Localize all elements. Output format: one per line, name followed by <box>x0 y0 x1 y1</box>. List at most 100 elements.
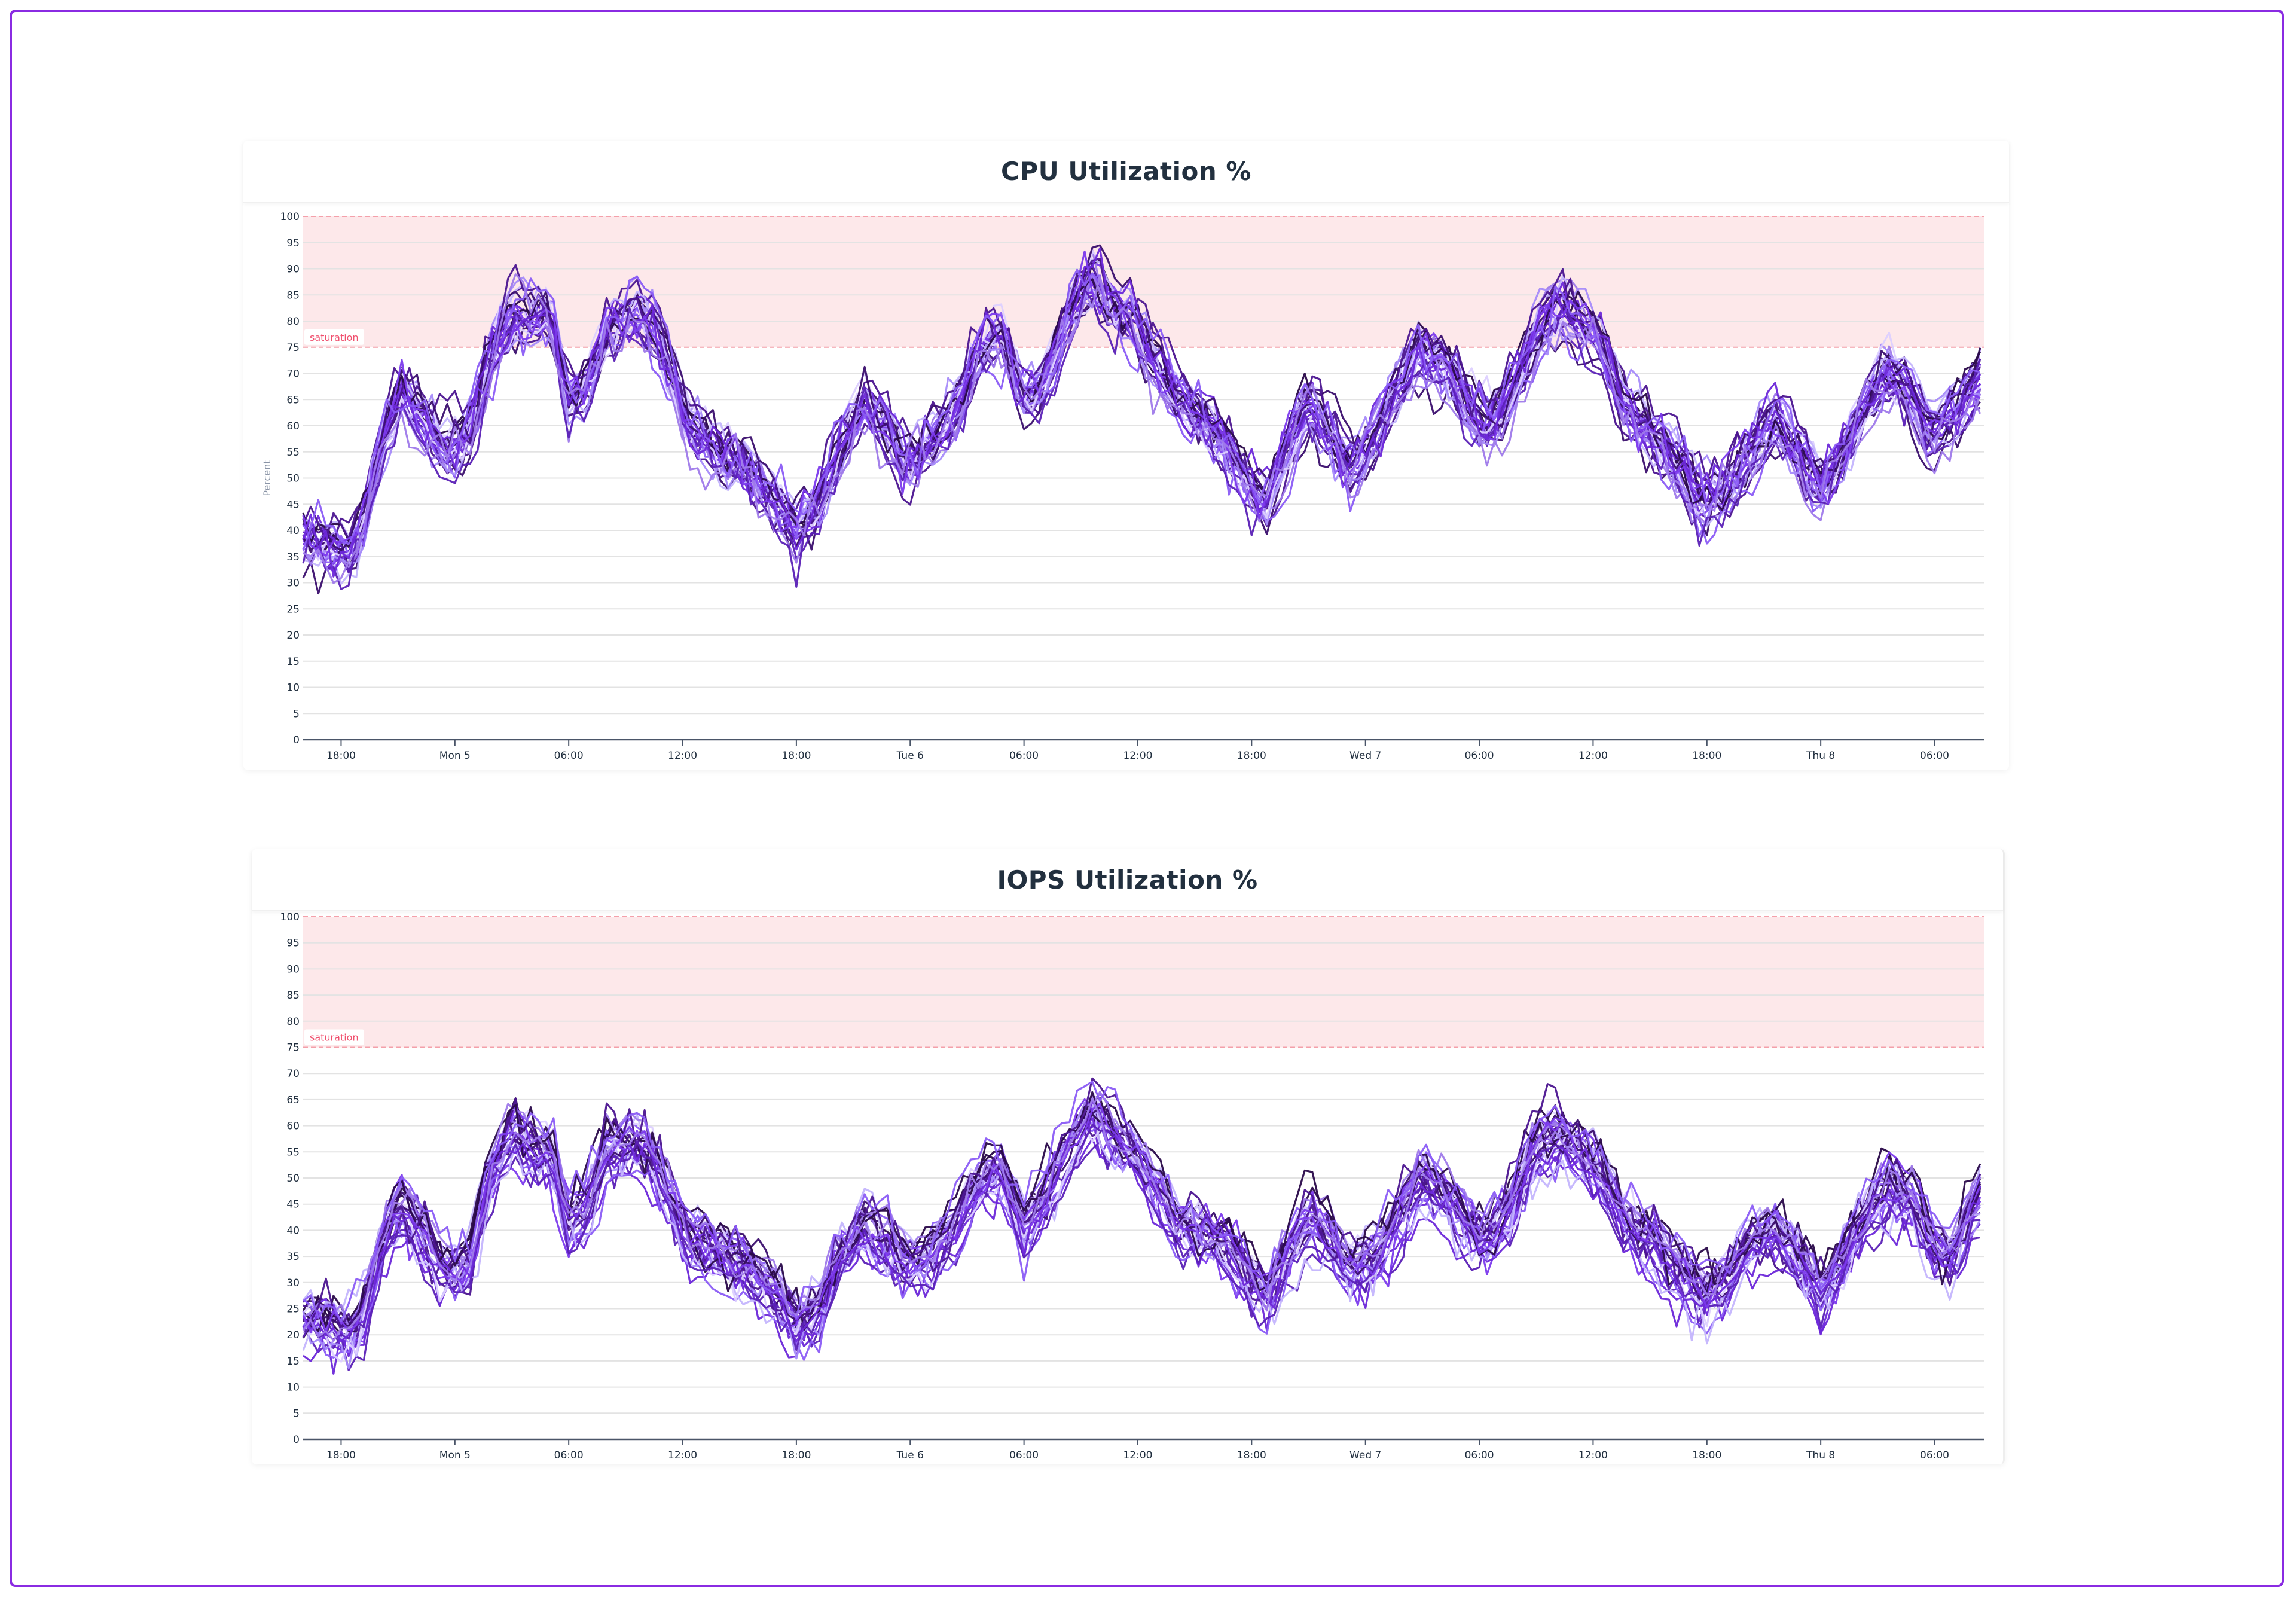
cpu-chart-title: CPU Utilization % <box>1001 156 1251 186</box>
iops-chart-title: IOPS Utilization % <box>997 865 1258 895</box>
page-frame <box>10 10 2284 1587</box>
y-tick-label: 20 <box>286 1329 300 1341</box>
y-tick-label: 25 <box>286 603 300 615</box>
y-tick-label: 80 <box>286 1016 300 1028</box>
y-tick-label: 60 <box>286 1121 300 1133</box>
series-line <box>303 1113 1981 1363</box>
x-tick-label: 12:00 <box>1123 750 1152 762</box>
series-line <box>302 1103 1981 1333</box>
x-tick-label: Wed 7 <box>1349 1450 1381 1461</box>
saturation-label-box <box>304 1029 364 1045</box>
series-line <box>302 1098 1981 1342</box>
y-tick-label: 10 <box>286 682 300 694</box>
series-line <box>302 292 1981 565</box>
series-line <box>302 289 1981 590</box>
x-tick-label: 18:00 <box>1692 750 1721 762</box>
x-tick-label: 06:00 <box>554 1450 584 1461</box>
series-lines <box>302 244 1981 595</box>
y-tick-label: 0 <box>293 734 300 746</box>
y-tick-label: 70 <box>286 368 300 380</box>
y-tick-label: 55 <box>286 1146 300 1158</box>
y-tick-label: 95 <box>286 938 300 950</box>
saturation-label: saturation <box>310 1032 359 1043</box>
series-lines <box>302 1077 1981 1375</box>
y-tick-label: 5 <box>293 1408 300 1420</box>
series-line <box>302 244 1981 551</box>
iops-chart-header: IOPS Utilization % <box>252 849 2003 911</box>
saturation-label-box <box>304 329 364 345</box>
y-tick-label: 60 <box>286 420 300 432</box>
x-tick-label: Tue 6 <box>896 750 924 762</box>
y-tick-label: 90 <box>286 264 300 276</box>
y-tick-label: 35 <box>286 551 300 563</box>
y-tick-label: 65 <box>286 394 300 406</box>
y-tick-label: 95 <box>286 237 300 249</box>
series-line <box>302 290 1981 561</box>
series-line <box>302 1129 1981 1351</box>
series-line <box>302 268 1981 551</box>
x-tick-label: Wed 7 <box>1349 750 1381 762</box>
x-tick-label: 12:00 <box>1578 1450 1608 1461</box>
y-tick-label: 40 <box>286 1225 300 1237</box>
x-tick-label: 18:00 <box>781 1450 811 1461</box>
x-tick-label: 18:00 <box>326 1450 356 1461</box>
x-tick-label: 18:00 <box>1237 1450 1266 1461</box>
y-tick-label: 75 <box>286 342 300 354</box>
y-tick-label: 45 <box>286 1199 300 1211</box>
x-tick-label: 06:00 <box>1009 1450 1039 1461</box>
y-tick-label: 30 <box>286 1277 300 1289</box>
y-tick-label: 85 <box>286 990 300 1002</box>
x-tick-label: 12:00 <box>668 750 697 762</box>
y-tick-label: 45 <box>286 499 300 511</box>
y-tick-label: 90 <box>286 963 300 975</box>
x-tick-label: 18:00 <box>781 750 811 762</box>
y-tick-label: 85 <box>286 289 300 301</box>
y-tick-label: 100 <box>280 211 300 223</box>
series-line <box>302 1100 1981 1343</box>
y-tick-label: 40 <box>286 525 300 537</box>
y-tick-label: 50 <box>286 473 300 485</box>
series-line <box>303 273 1981 584</box>
x-tick-label: 18:00 <box>1237 750 1266 762</box>
iops-utilization-chart: 0 5 10 15 20 25 30 35 40 45 50 55 60 65 70 75 80 85 90 95 10… <box>280 911 1984 1461</box>
x-tick-label: Tue 6 <box>896 1450 924 1461</box>
x-tick-label: 18:00 <box>1692 1450 1721 1461</box>
x-tick-label: 12:00 <box>1578 750 1608 762</box>
y-tick-label: 100 <box>280 911 300 923</box>
x-tick-label: Mon 5 <box>439 1450 471 1461</box>
x-tick-label: 06:00 <box>1920 1450 1949 1461</box>
series-line <box>302 247 1981 578</box>
x-tick-label: Thu 8 <box>1806 1450 1835 1461</box>
series-line <box>303 1081 1981 1323</box>
y-tick-label: 10 <box>286 1382 300 1394</box>
x-tick-label: Thu 8 <box>1806 750 1835 762</box>
x-tick-label: 06:00 <box>554 750 584 762</box>
y-tick-label: 50 <box>286 1173 300 1185</box>
x-tick-label: 06:00 <box>1009 750 1039 762</box>
y-axis-label: Percent <box>261 460 273 496</box>
y-tick-label: 15 <box>286 1356 300 1368</box>
y-tick-label: 5 <box>293 708 300 720</box>
x-tick-label: 18:00 <box>326 750 356 762</box>
y-tick-label: 0 <box>293 1434 300 1446</box>
y-tick-label: 55 <box>286 447 300 459</box>
y-tick-label: 75 <box>286 1042 300 1054</box>
x-tick-label: 12:00 <box>1123 1450 1152 1461</box>
y-tick-label: 25 <box>286 1304 300 1316</box>
x-tick-label: 12:00 <box>668 1450 697 1461</box>
series-line <box>303 1091 1981 1329</box>
y-tick-label: 15 <box>286 656 300 668</box>
x-tick-label: 06:00 <box>1465 750 1494 762</box>
x-tick-label: 06:00 <box>1920 750 1949 762</box>
saturation-label: saturation <box>310 332 359 343</box>
x-tick-label: Mon 5 <box>439 750 471 762</box>
y-tick-label: 80 <box>286 316 300 328</box>
y-tick-label: 20 <box>286 630 300 642</box>
cpu-utilization-chart: 0 5 10 15 20 25 30 35 40 45 50 55 60 65 70 75 80 85 90 95 10… <box>261 211 1984 762</box>
y-tick-label: 30 <box>286 578 300 590</box>
x-tick-label: 06:00 <box>1465 1450 1494 1461</box>
y-tick-label: 70 <box>286 1068 300 1080</box>
cpu-chart-header: CPU Utilization % <box>243 141 2009 203</box>
saturation-band <box>303 917 1984 1048</box>
